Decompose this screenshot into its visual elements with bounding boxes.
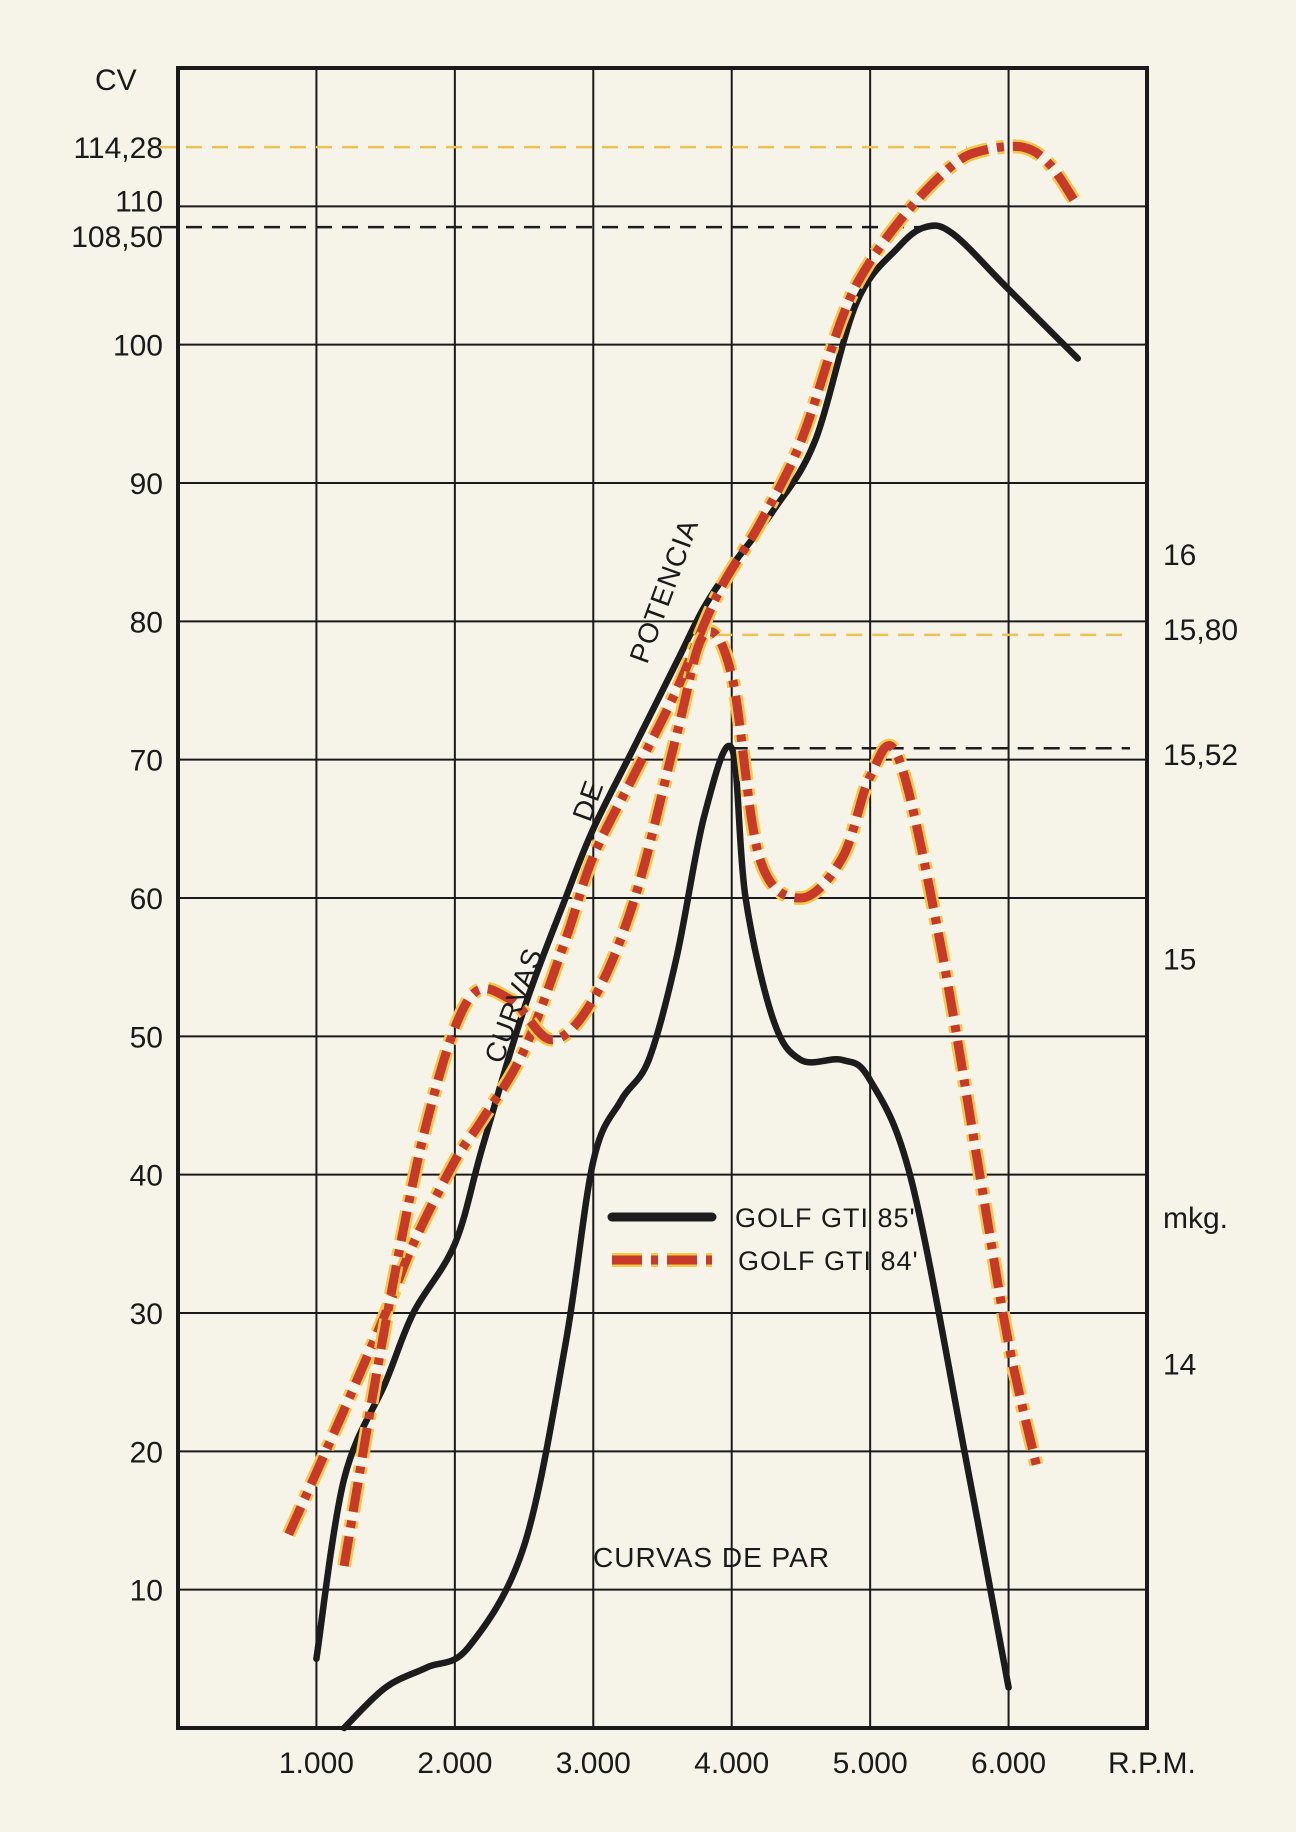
x-tick-label-3: 4.000 [694,1747,769,1780]
annotation-curvas: CURVAS [479,944,549,1067]
y-left-tick-label-6: 70 [130,745,163,778]
x-tick-label-5: 6.000 [971,1747,1046,1780]
y-left-tick-label-1: 20 [130,1436,163,1469]
y-right-tick-label-2: 15,52 [1163,739,1238,772]
x-unit-label: R.P.M. [1108,1747,1196,1780]
x-tick-label-1: 2.000 [417,1747,492,1780]
y-right-tick-label-0: 14 [1163,1349,1196,1382]
y-left-tick-label-3: 40 [130,1160,163,1193]
y-right-tick-label-4: 16 [1163,539,1196,572]
y-left-tick-label-8: 90 [130,468,163,501]
y-left-tick-label-10: 108,50 [71,221,163,254]
y-right-unit-label: mkg. [1163,1202,1228,1235]
y-left-tick-label-2: 30 [130,1298,163,1331]
y-left-unit-label: CV [95,64,137,97]
series-torque-golf-gti-84-line [339,627,1041,1567]
y-left-tick-label-12: 114,28 [73,132,163,165]
labels-layer: CV mkg. R.P.M. 1.000 2.000 3.000 4.000 5.000… [71,64,1238,1780]
reference-lines-layer [160,145,1130,750]
annotation-de: DE [567,776,610,825]
series-power-golf-gti-85-line [313,222,1082,1663]
x-tick-label-4: 5.000 [833,1747,908,1780]
y-left-tick-label-9: 100 [113,330,163,363]
series-layer [282,139,1084,1732]
y-left-tick-label-11: 110 [115,185,163,218]
y-left-tick-label-7: 80 [130,606,163,639]
legend-label-golf-gti-84: GOLF GTI 84' [738,1246,919,1276]
y-left-tick-label-4: 50 [130,1021,163,1054]
y-right-tick-label-3: 15,80 [1163,614,1238,647]
x-tick-label-2: 3.000 [556,1747,631,1780]
y-right-tick-label-1: 15 [1163,944,1196,977]
series-torque-golf-gti-84-edge [337,624,1044,1568]
frame-layer [176,66,1149,1730]
y-left-tick-label-5: 60 [130,883,163,916]
series-torque-golf-gti-85-line [340,742,1012,1732]
plot-frame [176,66,1149,1730]
x-tick-label-0: 1.000 [279,1747,354,1780]
legend-label-golf-gti-85: GOLF GTI 85' [735,1203,916,1233]
grid-layer [178,68,1148,1728]
legend: GOLF GTI 85' GOLF GTI 84' [607,1203,919,1276]
annotation-curvas-de-par: CURVAS DE PAR [593,1542,830,1573]
y-left-tick-label-0: 10 [130,1575,163,1608]
